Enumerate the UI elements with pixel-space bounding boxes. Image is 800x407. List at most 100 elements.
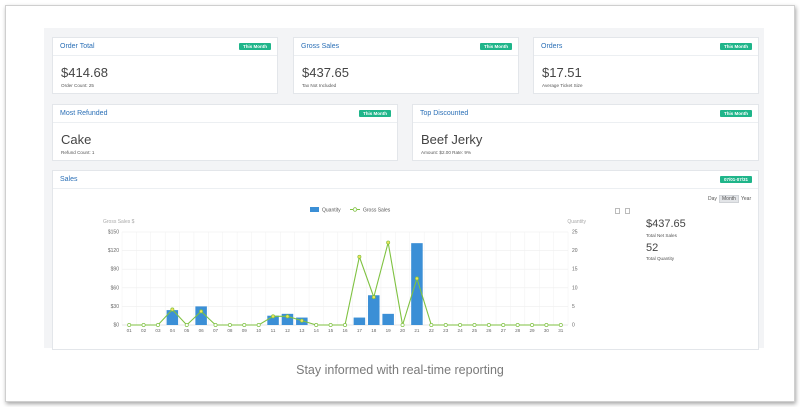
x-tick-label: 15 [328,328,334,333]
quantity-bar [166,310,179,325]
x-tick-label: 29 [529,328,535,333]
total-quantity-label: Total Quantity [646,256,675,261]
gross-sales-point [371,295,376,300]
total-net-sales-label: Total Net Sales [646,233,677,238]
gross-sales-point [328,323,333,327]
quantity-bar [267,315,279,325]
x-tick-label: 22 [429,328,435,333]
x-tick-label: 05 [184,328,190,333]
gross-sales-point [530,323,534,327]
x-tick-label: 18 [371,328,377,333]
sales-title: Sales [60,176,78,183]
download-icon[interactable] [625,208,630,214]
gross-sales-point [515,323,520,327]
quantity-bar [353,317,366,325]
this-month-badge[interactable]: This Month [480,43,512,50]
y-left-tick-label: $0 [113,323,119,329]
this-month-badge[interactable]: This Month [359,110,391,117]
gross-sales-point [156,323,160,327]
most-refunded-card: Most Refunded This Month Cake Refund Cou… [52,104,398,161]
gross-sales-point [314,323,319,327]
card-title: Most Refunded [60,110,108,117]
period-day-button[interactable]: Day [708,196,717,202]
total-net-sales-value: $437.65 [646,218,686,230]
x-tick-label: 16 [342,328,348,333]
gross-sales-point [213,323,218,327]
gross-sales-point [170,307,175,312]
gross-sales-card: Gross Sales This Month $437.65 Tax Not I… [293,37,519,94]
x-tick-label: 24 [458,328,464,333]
x-tick-label: 06 [199,328,205,333]
gross-sales-point [558,323,563,327]
gross-sales-point [458,323,463,327]
legend-quantity-label: Quantity [322,208,341,214]
x-tick-label: 26 [486,328,492,333]
gross-sales-point [141,323,146,327]
card-header: Top Discounted This Month [413,105,758,123]
gross-sales-point [271,314,276,319]
gross-sales-value: $437.65 [302,65,349,80]
caption: Stay informed with real-time reporting [296,363,504,377]
gross-sales-point [501,323,506,327]
gross-sales-point [227,323,232,327]
y-right-tick-label: 20 [572,248,578,254]
legend-gross-sales-marker [352,207,358,212]
date-range-badge[interactable]: 07/01-07/31 [719,176,752,183]
gross-sales-point [443,323,448,327]
this-month-badge[interactable]: This Month [720,43,752,50]
gross-sales-point [242,323,247,327]
gross-sales-point [472,323,477,327]
card-header: Order Total This Month [53,38,277,56]
card-header: Sales 07/01-07/31 [53,171,758,189]
x-tick-label: 09 [242,328,248,333]
orders-card: Orders This Month $17.51 Average Ticket … [533,37,759,94]
x-tick-label: 14 [314,328,320,333]
gross-sales-point [343,323,347,327]
y-right-tick-label: 5 [572,304,575,310]
quantity-bar [368,295,380,325]
legend-quantity-swatch [310,207,319,212]
gross-sales-point [429,323,434,327]
card-title: Order Total [60,43,95,50]
order-total-card: Order Total This Month $414.68 Order Cou… [52,37,278,94]
card-header: Orders This Month [534,38,758,56]
order-total-value: $414.68 [61,65,108,80]
x-tick-label: 25 [472,328,478,333]
gross-sales-point [414,276,419,281]
gross-sales-point [400,323,405,327]
gross-sales-point [199,309,204,314]
y-right-tick-label: 15 [572,267,578,273]
this-month-badge[interactable]: This Month [720,110,752,117]
gross-sales-point [184,323,189,327]
card-header: Most Refunded This Month [53,105,397,123]
period-month-button[interactable]: Month [719,195,739,203]
top-discounted-value: Beef Jerky [421,132,483,147]
y-left-tick-label: $150 [108,230,119,236]
document-icon[interactable] [615,208,620,214]
x-tick-label: 23 [443,328,449,333]
quantity-bar [195,306,207,325]
this-month-badge[interactable]: This Month [239,43,271,50]
x-tick-label: 21 [414,328,420,333]
x-tick-label: 12 [285,328,291,333]
average-ticket-label: Average Ticket Size [542,83,583,88]
tax-note-label: Tax Not Included [302,83,337,88]
gross-sales-point [386,240,391,245]
card-title: Gross Sales [301,43,340,50]
x-tick-label: 02 [141,328,147,333]
x-tick-label: 01 [127,328,133,333]
y-left-axis-title: Gross Sales $ [103,219,135,225]
x-tick-label: 04 [170,328,176,333]
y-right-axis-title: Quantity [567,219,586,225]
gross-sales-point [544,323,549,327]
period-year-button[interactable]: Year [741,196,752,202]
x-tick-label: 27 [501,328,507,333]
card-header: Gross Sales This Month [294,38,518,56]
x-tick-label: 28 [515,328,521,333]
gross-sales-point [486,323,491,327]
total-quantity-value: 52 [646,242,659,254]
top-discounted-card: Top Discounted This Month Beef Jerky Amo… [412,104,759,161]
gross-sales-point [357,254,362,259]
quantity-bar [411,243,423,325]
